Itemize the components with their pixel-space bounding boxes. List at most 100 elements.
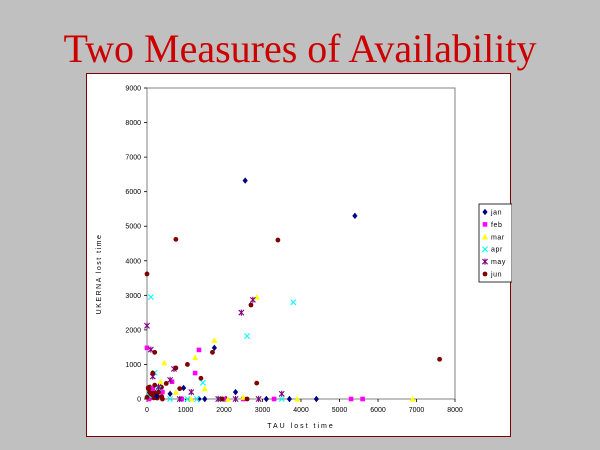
data-point-jun [244, 396, 250, 402]
x-tick-label: 7000 [409, 407, 425, 414]
legend-marker-jun [482, 271, 488, 277]
legend-marker-mar [482, 233, 488, 240]
y-tick-label: 7000 [125, 155, 141, 162]
data-point-jun [173, 236, 179, 242]
data-point-feb [271, 396, 277, 402]
data-point-jun [152, 349, 158, 355]
data-point-feb [144, 345, 150, 351]
x-tick-label: 6000 [370, 407, 386, 414]
data-point-may [188, 388, 195, 396]
legend: jan feb mar apr may jun [478, 203, 512, 283]
y-tick-label: 8000 [125, 120, 141, 127]
legend-marker-feb [482, 222, 488, 227]
data-point-mar [157, 378, 164, 385]
data-point-feb [146, 396, 152, 402]
data-point-mar [240, 394, 247, 400]
data-point-jan [196, 395, 202, 403]
x-tick-label: 2000 [216, 407, 232, 414]
chart-frame: 0 1000 2000 3000 4000 5000 6000 7000 8000 9000 0 1… [86, 73, 512, 437]
data-point-may [144, 322, 150, 329]
data-point-may [249, 296, 256, 303]
data-point-may [176, 395, 183, 403]
data-point-feb [179, 396, 184, 402]
x-tick-label: 3000 [255, 407, 271, 414]
data-point-mar [409, 396, 416, 402]
plot-area [146, 87, 456, 400]
x-tick-label: 0 [145, 407, 149, 414]
x-tick-label: 8000 [447, 407, 463, 414]
data-point-apr [278, 396, 285, 402]
data-point-jan [232, 388, 239, 396]
data-point-mar [253, 294, 260, 300]
data-point-feb [192, 370, 198, 376]
data-point-mar [224, 396, 231, 402]
data-point-jun [144, 271, 150, 277]
y-tick-label: 4000 [125, 258, 141, 265]
data-point-mar [161, 359, 168, 366]
legend-label-may: may [491, 259, 506, 266]
data-point-jun [177, 386, 183, 392]
scatter-chart: 0 1000 2000 3000 4000 5000 6000 7000 8000 9000 0 1… [96, 86, 512, 430]
data-point-feb [150, 386, 156, 391]
data-point-jan [286, 395, 293, 403]
data-point-feb [348, 396, 354, 402]
data-point-jun [148, 391, 154, 397]
legend-label-feb: feb [491, 222, 503, 229]
data-points [144, 177, 442, 403]
data-point-mar [294, 396, 301, 402]
data-point-jan [180, 384, 187, 392]
data-point-jun [210, 349, 215, 355]
data-point-feb [196, 347, 202, 353]
y-tick-label: 2000 [125, 327, 141, 334]
x-tick-label: 5000 [332, 407, 348, 414]
data-point-may [255, 395, 262, 403]
data-point-apr [184, 396, 191, 402]
x-tick-label: 1000 [178, 407, 194, 414]
data-point-feb [160, 389, 165, 395]
legend-label-mar: mar [491, 234, 505, 241]
y-tick-label: 0 [137, 397, 141, 404]
data-point-apr [244, 333, 251, 340]
data-point-jan [211, 344, 217, 352]
legend-marker-may [482, 258, 488, 265]
data-point-jun [146, 386, 152, 392]
legend-label-jan: jan [490, 210, 502, 217]
y-axis-label: UKERNA lost time [96, 234, 103, 315]
data-point-jun [437, 356, 442, 362]
data-point-may [238, 309, 245, 316]
data-point-mar [188, 396, 195, 402]
data-point-apr [194, 396, 201, 402]
legend-label-apr: apr [491, 247, 503, 254]
data-point-jun [163, 381, 169, 386]
data-point-mar [201, 385, 208, 392]
data-point-apr [167, 396, 174, 402]
legend-marker-apr [482, 246, 488, 253]
data-point-jun [219, 396, 225, 402]
x-axis-ticks: 0 1000 2000 3000 4000 5000 6000 7000 8000 [145, 399, 463, 414]
legend-marker-jan [482, 208, 488, 216]
data-point-jan [154, 393, 160, 400]
y-tick-label: 1000 [125, 362, 141, 369]
data-point-may [215, 395, 222, 403]
y-tick-label: 3000 [125, 293, 141, 300]
data-point-jun [144, 394, 150, 400]
data-point-jun [198, 375, 204, 381]
data-point-jun [156, 389, 161, 395]
data-point-mar [192, 354, 199, 361]
data-point-jan [167, 390, 173, 398]
data-point-mar [211, 337, 218, 343]
data-point-apr [147, 294, 154, 301]
data-point-jun [150, 370, 156, 376]
data-point-mar [172, 389, 179, 395]
data-point-may [232, 395, 239, 403]
y-tick-label: 5000 [125, 224, 141, 231]
data-point-apr [199, 379, 206, 386]
data-point-jun [173, 365, 179, 371]
data-point-feb [360, 396, 365, 402]
y-tick-label: 6000 [125, 189, 141, 196]
data-point-apr [290, 299, 297, 306]
data-point-may [167, 376, 174, 384]
data-point-jun [185, 362, 190, 367]
data-point-jun [160, 396, 165, 402]
data-point-jun [248, 302, 254, 308]
